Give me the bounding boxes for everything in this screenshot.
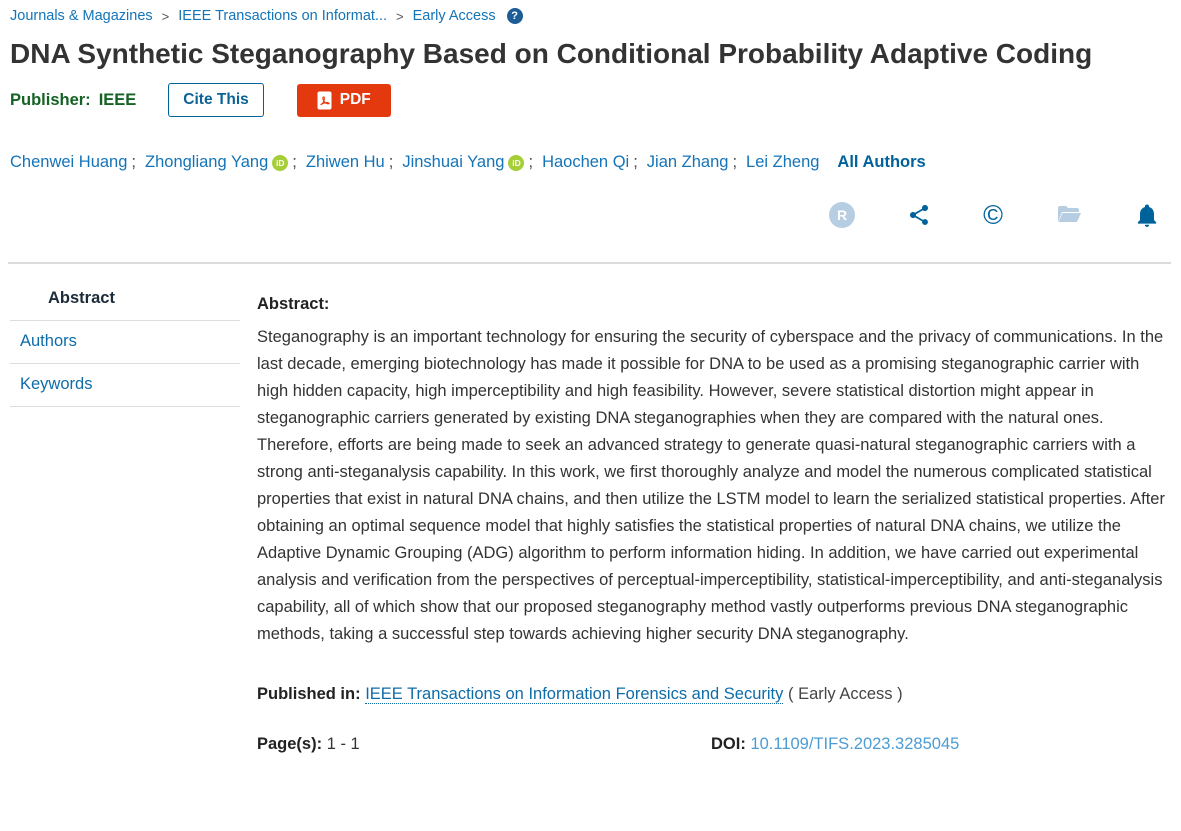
publisher-bar: Publisher: IEEE Cite This PDF bbox=[10, 83, 1171, 117]
sidebar-item-abstract[interactable]: Abstract bbox=[10, 278, 240, 321]
content-area: Abstract Authors Keywords Abstract: Steg… bbox=[10, 264, 1171, 754]
author-separator: ; bbox=[528, 153, 534, 171]
pdf-file-icon bbox=[317, 91, 332, 110]
abstract-section: Abstract: Steganography is an important … bbox=[240, 264, 1165, 754]
author-link[interactable]: Chenwei Huang bbox=[10, 153, 128, 171]
author-link[interactable]: Haochen Qi bbox=[542, 153, 630, 171]
author-separator: ; bbox=[732, 153, 738, 171]
alerts-bell-icon[interactable] bbox=[1135, 202, 1159, 228]
publisher-name: IEEE bbox=[98, 90, 137, 109]
publisher-label-group: Publisher: IEEE bbox=[10, 91, 136, 110]
pages-value: 1 - 1 bbox=[326, 735, 360, 753]
help-icon[interactable]: ? bbox=[506, 8, 523, 24]
authors-bar: Chenwei Huang ; Zhongliang Yang iD ; Zhi… bbox=[10, 153, 1171, 172]
article-meta-row: Page(s): 1 - 1 DOI: 10.1109/TIFS.2023.32… bbox=[257, 735, 1165, 754]
copyright-icon[interactable]: © bbox=[983, 200, 1003, 230]
resources-r-icon[interactable]: R bbox=[829, 202, 856, 228]
author-link[interactable]: Jinshuai Yang bbox=[402, 153, 505, 171]
pages-label: Page(s): bbox=[257, 735, 323, 753]
early-access-note: ( Early Access ) bbox=[787, 685, 903, 703]
publisher-label: Publisher: bbox=[10, 90, 91, 109]
orcid-icon[interactable]: iD bbox=[272, 154, 289, 171]
pdf-button-label: PDF bbox=[339, 91, 371, 108]
article-page: Journals & Magazines > IEEE Transactions… bbox=[8, 0, 1171, 754]
cite-this-button[interactable]: Cite This bbox=[168, 83, 264, 117]
share-icon[interactable] bbox=[907, 203, 931, 227]
author-link[interactable]: Zhiwen Hu bbox=[305, 153, 385, 171]
sidebar-item-keywords[interactable]: Keywords bbox=[10, 364, 240, 407]
abstract-heading: Abstract: bbox=[257, 295, 330, 313]
breadcrumb-separator: > bbox=[161, 8, 170, 24]
author-link[interactable]: Lei Zheng bbox=[746, 153, 820, 171]
orcid-icon[interactable]: iD bbox=[508, 154, 525, 171]
article-actions: R © bbox=[10, 200, 1171, 230]
author-link[interactable]: Jian Zhang bbox=[646, 153, 729, 171]
author-separator: ; bbox=[131, 153, 137, 171]
journal-link[interactable]: IEEE Transactions on Information Forensi… bbox=[365, 685, 784, 704]
breadcrumb-publication[interactable]: IEEE Transactions on Informat... bbox=[178, 8, 388, 24]
pdf-button[interactable]: PDF bbox=[296, 83, 391, 117]
breadcrumb-journals-magazines[interactable]: Journals & Magazines bbox=[10, 8, 153, 24]
author-separator: ; bbox=[388, 153, 394, 171]
breadcrumb-separator: > bbox=[396, 8, 404, 24]
published-in-row: Published in: IEEE Transactions on Infor… bbox=[257, 685, 1165, 704]
breadcrumb-early-access[interactable]: Early Access bbox=[412, 8, 496, 24]
pages-cell: Page(s): 1 - 1 bbox=[257, 735, 711, 754]
doi-label: DOI: bbox=[711, 735, 746, 753]
published-in-label: Published in: bbox=[257, 685, 361, 703]
abstract-text: Steganography is an important technology… bbox=[257, 328, 1165, 643]
author-separator: ; bbox=[292, 153, 297, 171]
section-divider bbox=[8, 262, 1171, 264]
collections-folder-icon[interactable] bbox=[1055, 203, 1083, 227]
doi-cell: DOI: 10.1109/TIFS.2023.3285045 bbox=[711, 735, 1165, 754]
doi-link[interactable]: 10.1109/TIFS.2023.3285045 bbox=[750, 735, 960, 753]
all-authors-link[interactable]: All Authors bbox=[837, 153, 926, 171]
sidebar-item-authors[interactable]: Authors bbox=[10, 321, 240, 364]
breadcrumb: Journals & Magazines > IEEE Transactions… bbox=[10, 0, 1171, 24]
author-link[interactable]: Zhongliang Yang bbox=[145, 153, 269, 171]
page-title: DNA Synthetic Steganography Based on Con… bbox=[10, 38, 1093, 69]
author-separator: ; bbox=[633, 153, 638, 171]
document-sidebar: Abstract Authors Keywords bbox=[10, 264, 240, 754]
